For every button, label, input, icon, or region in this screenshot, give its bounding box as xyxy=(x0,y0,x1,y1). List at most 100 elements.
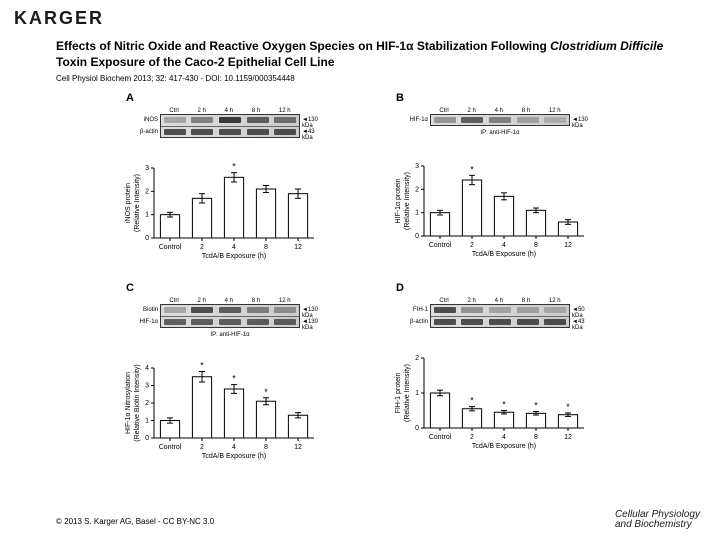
chart-bar xyxy=(494,412,513,428)
blot-band xyxy=(434,117,456,123)
chart-bar xyxy=(160,215,179,238)
x-tick-label: 12 xyxy=(564,434,572,441)
significance-star: * xyxy=(470,164,474,174)
y-tick-label: 2 xyxy=(145,188,149,195)
blot-band xyxy=(544,319,566,325)
y-axis-label-2: (Relative Intensity) xyxy=(134,174,141,232)
chart-bar xyxy=(192,198,211,238)
y-tick-label: 1 xyxy=(145,418,149,425)
blot-row xyxy=(161,317,299,328)
blot-band xyxy=(191,307,213,313)
y-axis-label-1: HIF-1α Nitrosylation xyxy=(125,372,132,434)
y-axis-label-2: (Relative Intensity) xyxy=(404,172,411,230)
blot-band xyxy=(489,307,511,313)
y-tick-label: 0 xyxy=(415,425,419,432)
western-blot xyxy=(430,304,570,328)
blot-row xyxy=(431,317,569,328)
chart-bar xyxy=(256,401,275,438)
western-blot xyxy=(160,304,300,328)
chart-bar xyxy=(288,194,307,238)
blot-mw-label: ◄43 kDa xyxy=(302,129,315,141)
y-tick-label: 1 xyxy=(415,210,419,217)
y-axis-label-1: FIH-1 protein xyxy=(395,372,402,413)
x-tick-label: 8 xyxy=(264,244,268,251)
chart-bar xyxy=(224,177,243,238)
y-tick-label: 3 xyxy=(145,165,149,172)
x-tick-label: 4 xyxy=(232,444,236,451)
citation: Cell Physiol Biochem 2013; 32: 417-430 -… xyxy=(56,74,668,83)
panel-label: C xyxy=(126,282,134,294)
chart-bar xyxy=(224,389,243,438)
y-tick-label: 0 xyxy=(145,435,149,442)
y-tick-label: 0 xyxy=(145,235,149,242)
blot-band xyxy=(164,319,186,325)
blot-row xyxy=(431,115,569,125)
figure-area: A Ctrl2 h4 h8 h12 h iNOSβ-actin◄130 kDa◄… xyxy=(60,96,660,476)
blot-band xyxy=(489,117,511,123)
blot-row xyxy=(161,305,299,317)
blot-band xyxy=(274,319,296,325)
blot-row-label: FIH-1 xyxy=(396,307,428,313)
blot-band xyxy=(517,319,539,325)
blot-band xyxy=(191,319,213,325)
x-axis-label: TcdA/B Exposure (h) xyxy=(472,251,536,258)
x-tick-label: 8 xyxy=(264,444,268,451)
x-tick-label: 2 xyxy=(200,244,204,251)
significance-star: * xyxy=(264,387,268,397)
significance-star: * xyxy=(502,400,506,410)
blot-band xyxy=(544,307,566,313)
chart-bar xyxy=(430,393,449,428)
blot-band xyxy=(434,307,456,313)
panel-label: D xyxy=(396,282,404,294)
journal-line2: and Biochemistry xyxy=(615,520,700,530)
blot-band xyxy=(461,319,483,325)
y-axis-label-2: (Relative Intensity) xyxy=(404,364,411,422)
bar-chart: 01234 *** Control24812 TcdA/B Exposure (… xyxy=(120,360,320,460)
chart-bar xyxy=(494,196,513,236)
chart-bar xyxy=(288,415,307,438)
x-axis-label: TcdA/B Exposure (h) xyxy=(202,253,266,260)
blot-mw-label: ◄130 kDa xyxy=(302,307,318,319)
x-tick-label: 12 xyxy=(564,242,572,249)
blot-caption: IP: anti-HIF-1α xyxy=(160,332,300,338)
western-blot xyxy=(160,114,300,138)
significance-star: * xyxy=(232,374,236,384)
x-tick-label: 4 xyxy=(502,242,506,249)
blot-mw-label: ◄50 kDa xyxy=(572,307,585,319)
blot-band xyxy=(219,307,241,313)
blot-band xyxy=(247,117,269,123)
y-tick-label: 3 xyxy=(415,163,419,170)
chart-bar xyxy=(256,189,275,238)
blot-row-label: HIF-1α xyxy=(126,319,158,325)
blot-row-label: Biotin xyxy=(126,307,158,313)
y-tick-label: 0 xyxy=(415,233,419,240)
x-tick-label: 4 xyxy=(502,434,506,441)
blot-band xyxy=(191,117,213,123)
chart-bar xyxy=(192,377,211,438)
western-blot xyxy=(430,114,570,126)
y-axis-label-2: (Relative Biotin Intensity) xyxy=(134,364,141,441)
blot-row-label: iNOS xyxy=(126,117,158,123)
blot-band xyxy=(247,307,269,313)
blot-mw-label: ◄130 kDa xyxy=(302,117,318,129)
blot-band xyxy=(247,319,269,325)
title-species: Clostridium Difficile xyxy=(550,39,663,53)
article-title: Effects of Nitric Oxide and Reactive Oxy… xyxy=(56,38,668,70)
y-tick-label: 1 xyxy=(415,390,419,397)
panel-label: A xyxy=(126,92,134,104)
x-axis-label: TcdA/B Exposure (h) xyxy=(202,453,266,460)
x-tick-label: 8 xyxy=(534,434,538,441)
x-tick-label: 4 xyxy=(232,244,236,251)
blot-row xyxy=(161,115,299,127)
blot-band xyxy=(219,117,241,123)
x-tick-label: 12 xyxy=(294,244,302,251)
chart-bar xyxy=(462,180,481,236)
bar-chart: 0123 * Control24812 TcdA/B Exposure (h) … xyxy=(390,158,590,258)
blot-row-label: β-actin xyxy=(126,129,158,135)
significance-star: * xyxy=(470,396,474,406)
copyright: © 2013 S. Karger AG, Basel - CC BY-NC 3.… xyxy=(56,517,214,526)
y-tick-label: 2 xyxy=(415,355,419,362)
journal-logo: Cellular Physiology and Biochemistry xyxy=(615,510,700,530)
blot-row xyxy=(431,305,569,317)
blot-band xyxy=(219,129,241,135)
